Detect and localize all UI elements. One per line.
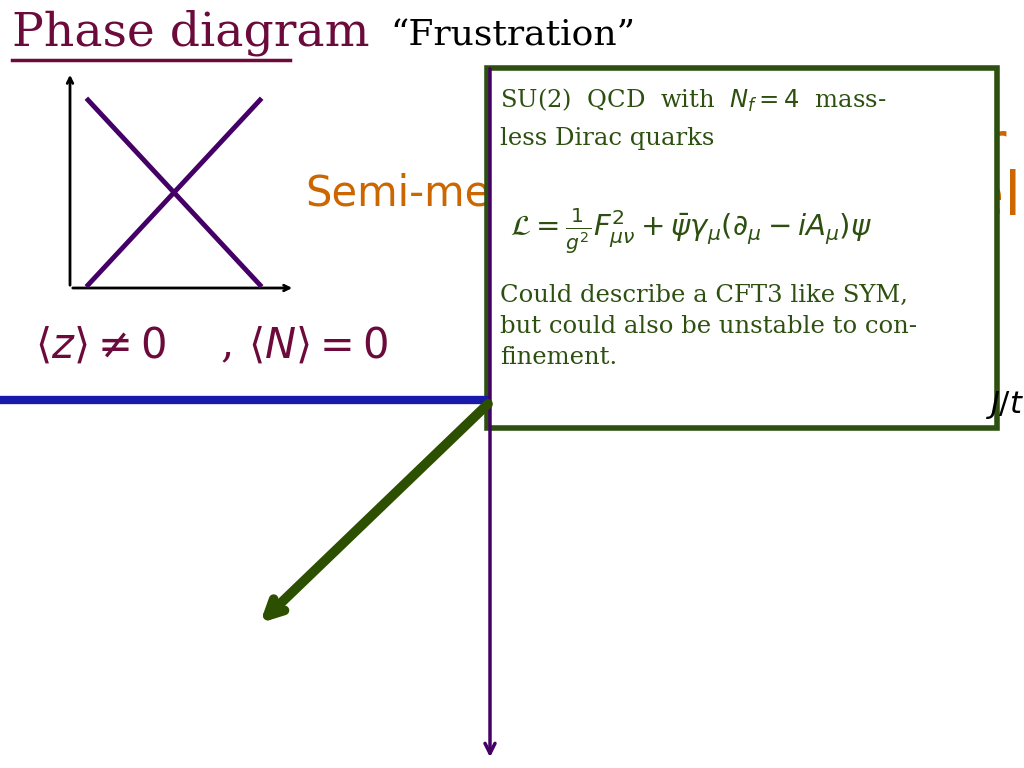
Text: Semi-metal: Semi-metal <box>305 172 544 214</box>
Text: SU(2)  QCD  with  $N_f = 4$  mass-: SU(2) QCD with $N_f = 4$ mass- <box>500 87 887 114</box>
Text: Phase diagram: Phase diagram <box>12 9 370 55</box>
Text: $\langle z \rangle \neq 0$: $\langle z \rangle \neq 0$ <box>35 325 166 367</box>
Text: eel: eel <box>930 169 1022 228</box>
Text: or: or <box>945 119 1008 178</box>
Text: finement.: finement. <box>500 346 617 369</box>
Text: Could describe a CFT3 like SYM,: Could describe a CFT3 like SYM, <box>500 284 908 307</box>
Text: but could also be unstable to con-: but could also be unstable to con- <box>500 315 918 338</box>
Text: ,: , <box>220 323 233 365</box>
Text: $J/t$: $J/t$ <box>985 389 1024 421</box>
Text: less Dirac quarks: less Dirac quarks <box>500 127 715 150</box>
Text: “Frustration”: “Frustration” <box>390 18 635 52</box>
Text: $\mathcal{L} = \frac{1}{g^2}F_{\mu\nu}^2 + \bar{\psi}\gamma_\mu(\partial_\mu - i: $\mathcal{L} = \frac{1}{g^2}F_{\mu\nu}^2… <box>510 206 872 256</box>
FancyBboxPatch shape <box>487 68 997 428</box>
Text: $\langle N \rangle = 0$: $\langle N \rangle = 0$ <box>248 325 388 367</box>
